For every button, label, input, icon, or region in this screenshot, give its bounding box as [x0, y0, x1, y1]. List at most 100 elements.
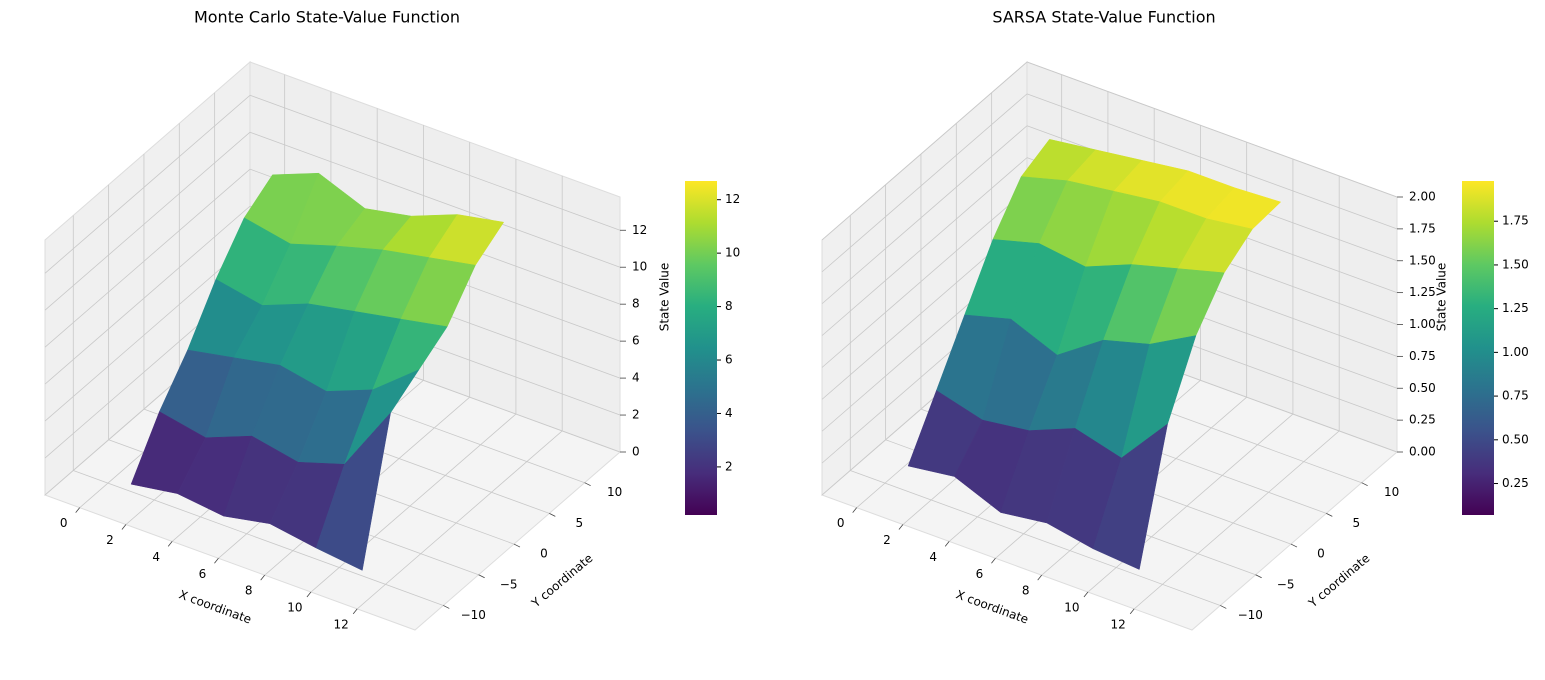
x-tick-label: 12	[334, 617, 349, 631]
y-tick-label: 0	[1317, 547, 1325, 561]
y-tick-label: 5	[1352, 516, 1360, 530]
x-tick-label: 8	[245, 584, 253, 598]
grid-line	[44, 131, 251, 311]
y-tick-label: 0	[540, 547, 548, 561]
z-tick-label: 1.50	[1409, 253, 1436, 267]
z-axis-label: State Value	[1435, 263, 1449, 332]
tick-mark	[898, 524, 904, 530]
grid-line	[1087, 413, 1294, 593]
colorbar-tick-label: 0.50	[1502, 432, 1529, 446]
tick-mark	[1290, 543, 1298, 548]
x-tick-label: 10	[1064, 601, 1079, 615]
tick-mark	[1361, 482, 1368, 487]
z-tick-label: 1.25	[1409, 285, 1436, 299]
z-tick-label: 2	[632, 408, 640, 422]
z-tick-label: 1.00	[1409, 317, 1436, 331]
tick-mark	[1326, 513, 1333, 517]
grid-line	[1026, 93, 1398, 230]
x-tick-label: 4	[152, 550, 160, 564]
x-axis-label: X coordinate	[177, 587, 253, 626]
colorbar-tick-label: 10	[725, 246, 740, 260]
z-tick-label: 2.00	[1409, 190, 1436, 204]
colorbar-tick-label: 1.00	[1502, 345, 1529, 359]
grid-line	[249, 131, 621, 268]
y-tick-label: 5	[575, 516, 583, 530]
grid-line	[1133, 430, 1340, 610]
grid-line	[850, 470, 1221, 606]
z-tick-label: 8	[632, 297, 640, 311]
y-axis-label: Y coordinate	[1305, 551, 1372, 611]
z-tick-label: 0.25	[1409, 413, 1436, 427]
tick-mark	[75, 507, 80, 513]
tick-mark	[260, 574, 265, 581]
y-axis-label: Y coordinate	[528, 551, 595, 611]
tick-mark	[1037, 574, 1042, 581]
z-tick-label: 1.75	[1409, 221, 1436, 235]
y-tick-label: −5	[500, 577, 518, 591]
z-tick-label: 4	[632, 371, 640, 385]
tick-mark	[1083, 591, 1089, 598]
grid-line	[44, 94, 251, 274]
tick-mark	[443, 605, 450, 609]
tick-mark	[584, 482, 591, 487]
z-tick-label: 0.00	[1409, 445, 1436, 459]
z-tick-label: 6	[632, 334, 640, 348]
y-tick-label: 10	[1384, 485, 1399, 499]
z-tick-label: 0.50	[1409, 381, 1436, 395]
surface-face	[1092, 423, 1168, 570]
grid-line	[44, 242, 251, 422]
tick-mark	[1255, 574, 1262, 579]
z-axis-label: State Value	[658, 263, 672, 332]
grid-line	[44, 168, 251, 348]
y-tick-label: 10	[607, 485, 622, 499]
tick-mark	[121, 524, 127, 530]
colorbar-tick-label: 1.75	[1502, 214, 1529, 228]
colorbar-tick-label: 8	[725, 299, 733, 313]
x-tick-label: 6	[976, 567, 984, 581]
x-tick-label: 12	[1111, 617, 1126, 631]
x-tick-label: 0	[837, 516, 845, 530]
chart-title: Monte Carlo State-Value Function	[194, 8, 460, 27]
tick-mark	[478, 574, 485, 579]
tick-mark	[549, 513, 556, 517]
colorbar-tick-label: 12	[725, 192, 740, 206]
z-tick-label: 0	[632, 445, 640, 459]
y-tick-label: −10	[461, 608, 486, 622]
grid-line	[821, 125, 1028, 305]
chart-title: SARSA State-Value Function	[992, 8, 1215, 27]
tick-mark	[944, 541, 950, 547]
z-tick-label: 0.75	[1409, 349, 1436, 363]
tick-mark	[1129, 608, 1135, 615]
grid-line	[1026, 61, 1398, 198]
colorbar-tick-label: 4	[725, 406, 733, 420]
z-tick-label: 12	[632, 223, 647, 237]
surface-face	[315, 411, 392, 571]
colorbar	[1462, 181, 1494, 515]
colorbar-tick-label: 0.25	[1502, 476, 1529, 490]
y-tick-label: −10	[1238, 608, 1263, 622]
grid-line	[44, 205, 251, 385]
grid-line	[249, 94, 621, 231]
grid-line	[310, 413, 517, 593]
x-tick-label: 10	[287, 601, 302, 615]
x-tick-label: 2	[106, 533, 114, 547]
z-tick-label: 10	[632, 260, 647, 274]
x-tick-label: 6	[199, 567, 207, 581]
tick-mark	[306, 591, 312, 598]
colorbar-tick-label: 1.50	[1502, 257, 1529, 271]
colorbar	[685, 181, 717, 515]
colorbar-tick-label: 0.75	[1502, 389, 1529, 403]
x-tick-label: 8	[1022, 584, 1030, 598]
x-axis-label: X coordinate	[954, 587, 1030, 626]
tick-mark	[352, 608, 358, 615]
y-tick-label: −5	[1277, 577, 1295, 591]
grid-line	[73, 470, 444, 606]
colorbar-tick-label: 6	[725, 353, 733, 367]
tick-mark	[991, 558, 996, 564]
x-tick-label: 4	[929, 550, 937, 564]
x-tick-label: 2	[883, 533, 891, 547]
x-tick-label: 0	[60, 516, 68, 530]
grid-line	[821, 189, 1028, 368]
grid-line	[821, 61, 1028, 241]
